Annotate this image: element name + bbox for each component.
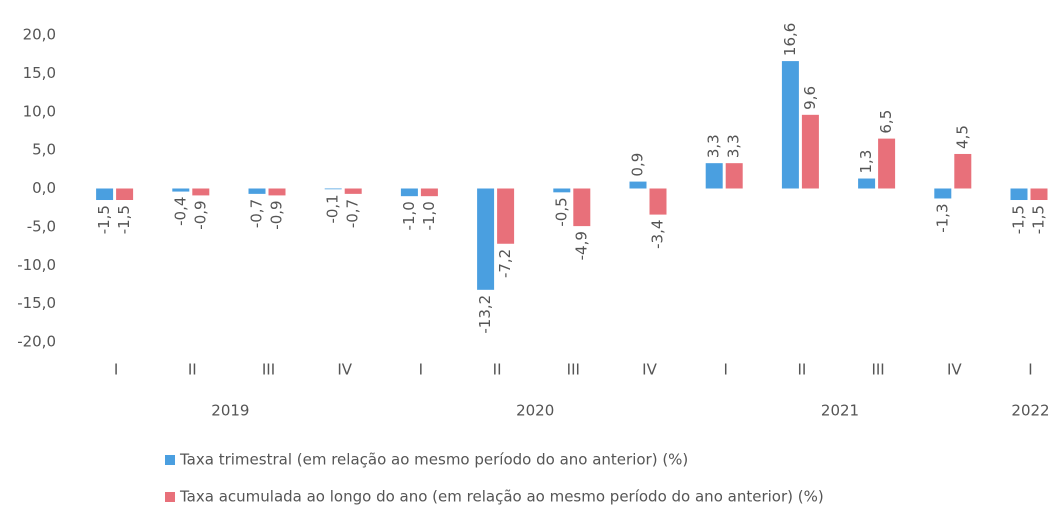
value-label: -0,9: [268, 200, 286, 229]
bar: [420, 188, 438, 197]
y-tick-label: -15,0: [17, 294, 56, 312]
y-tick-label: 5,0: [32, 141, 56, 159]
value-label: -13,2: [476, 295, 494, 334]
value-label: -1,5: [115, 205, 133, 234]
x-tick-label: I: [723, 361, 727, 379]
legend-label: Taxa acumulada ao longo do ano (em relaç…: [179, 488, 824, 506]
bar: [1010, 188, 1028, 201]
x-tick-label: I: [1028, 361, 1032, 379]
y-tick-label: 10,0: [23, 102, 56, 120]
x-group-label: 2019: [211, 402, 249, 420]
y-tick-label: -5,0: [27, 217, 56, 235]
value-label: -0,1: [324, 194, 342, 223]
value-label: 0,9: [629, 153, 647, 177]
bar: [497, 188, 515, 244]
value-label: -1,0: [420, 201, 438, 230]
y-tick-label: 15,0: [23, 64, 56, 82]
x-tick-label: III: [871, 361, 884, 379]
legend-label: Taxa trimestral (em relação ao mesmo per…: [179, 451, 688, 469]
bar: [172, 188, 190, 192]
x-group-label: 2021: [821, 402, 859, 420]
value-label: -3,4: [649, 220, 667, 249]
legend-swatch: [165, 455, 175, 465]
bar: [801, 114, 819, 189]
bar: [725, 163, 743, 189]
y-tick-label: -20,0: [17, 333, 56, 351]
x-group-label: 2020: [516, 402, 554, 420]
value-label: -1,5: [1010, 205, 1028, 234]
value-label: -0,7: [248, 199, 266, 228]
x-tick-label: I: [114, 361, 118, 379]
bar: [1030, 188, 1048, 201]
bar: [477, 188, 495, 290]
bar: [629, 181, 647, 189]
bar: [96, 188, 114, 201]
value-label: 16,6: [781, 23, 799, 56]
x-tick-label: I: [419, 361, 423, 379]
y-tick-label: 20,0: [23, 26, 56, 44]
x-tick-label: III: [567, 361, 580, 379]
bar: [400, 188, 418, 197]
bar: [573, 188, 591, 227]
bar: [268, 188, 286, 196]
value-label: 6,5: [877, 110, 895, 134]
x-tick-label: II: [188, 361, 197, 379]
value-label: -1,0: [400, 201, 418, 230]
value-label: 4,5: [953, 125, 971, 149]
bar: [934, 188, 952, 199]
value-label: -1,5: [1030, 205, 1048, 234]
x-tick-label: II: [493, 361, 502, 379]
value-label: 3,3: [725, 134, 743, 158]
bar: [878, 138, 896, 189]
value-label: -0,4: [171, 197, 189, 226]
x-tick-label: IV: [947, 361, 962, 379]
bar: [344, 188, 362, 194]
value-label: -0,9: [191, 200, 209, 229]
x-tick-label: IV: [337, 361, 352, 379]
x-tick-label: III: [262, 361, 275, 379]
value-label: -4,9: [572, 231, 590, 260]
value-label: -1,3: [933, 203, 951, 232]
bar: [649, 188, 667, 215]
x-tick-label: II: [797, 361, 806, 379]
bar: [192, 188, 210, 196]
value-label: -1,5: [95, 205, 113, 234]
value-label: -7,2: [496, 249, 514, 278]
bar: [858, 178, 876, 189]
y-tick-label: -10,0: [17, 256, 56, 274]
bar: [324, 188, 342, 190]
value-label: 9,6: [801, 86, 819, 110]
bar: [954, 153, 972, 189]
legend-swatch: [165, 492, 175, 502]
value-label: -0,7: [344, 199, 362, 228]
value-label: 3,3: [705, 134, 723, 158]
value-label: 1,3: [857, 150, 875, 174]
bar: [705, 163, 723, 189]
x-tick-label: IV: [642, 361, 657, 379]
value-label: -0,5: [552, 197, 570, 226]
y-tick-label: 0,0: [32, 179, 56, 197]
bar: [116, 188, 134, 201]
bar: [248, 188, 266, 194]
x-group-label: 2022: [1011, 402, 1049, 420]
bar: [553, 188, 571, 193]
bar: [781, 61, 799, 189]
